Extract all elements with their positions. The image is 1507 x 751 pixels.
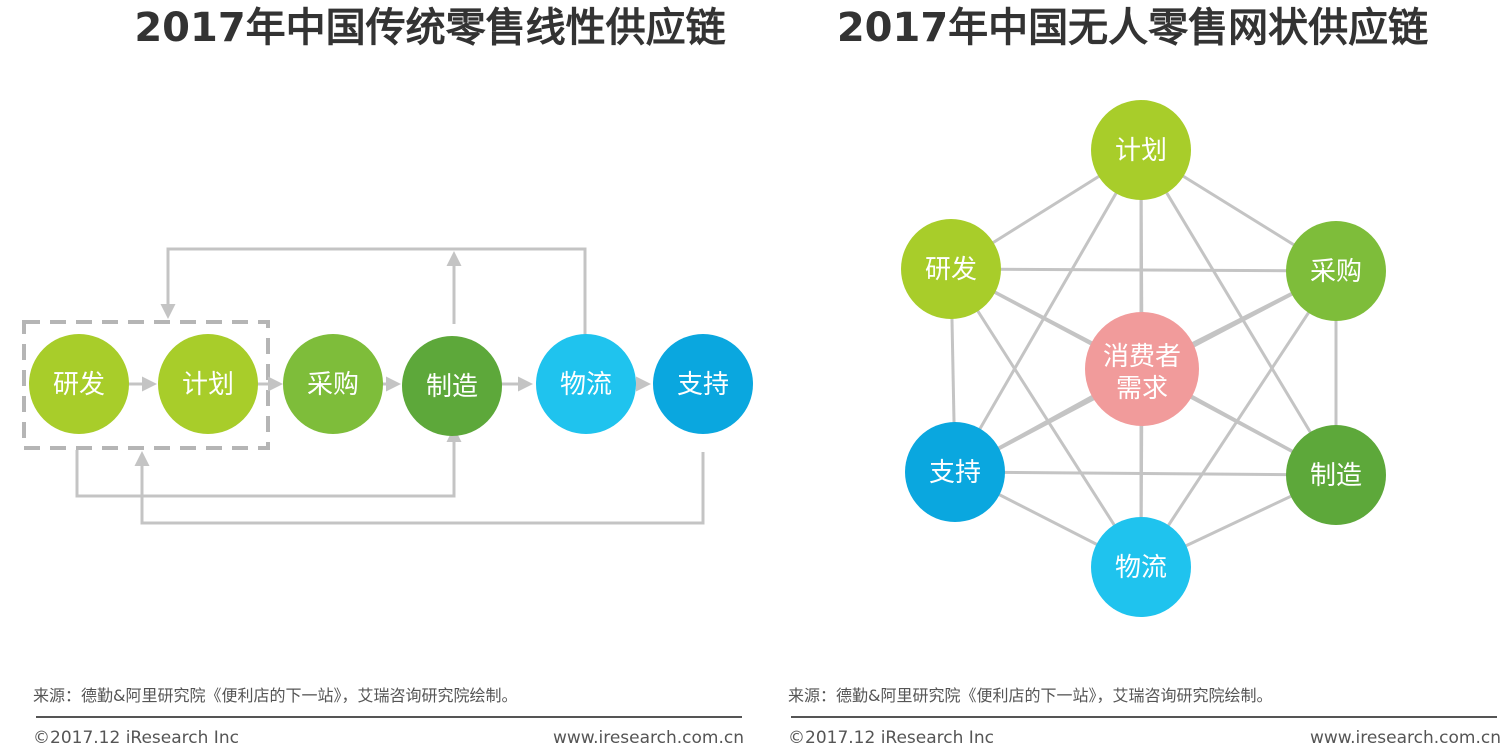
right-source-note: 来源：德勤&阿里研究院《便利店的下一站》，艾瑞咨询研究院绘制。	[788, 686, 1273, 705]
right-node-rd: 研发	[901, 219, 1001, 319]
edge-purchase-logistics	[1139, 270, 1338, 568]
right-node-logistics-circle	[1091, 517, 1191, 617]
left-footer-rule	[36, 716, 742, 718]
left-node-make-label: 制造	[426, 372, 478, 402]
left-node-make-circle	[402, 336, 502, 436]
right-node-make: 制造	[1286, 425, 1386, 525]
left-node-plan-circle	[158, 334, 258, 434]
right-node-plan: 计划	[1091, 100, 1191, 200]
left-website: www.iresearch.com.cn	[552, 728, 744, 748]
consumer-demand-line1: 消费者	[1103, 342, 1181, 372]
right-node-support-label: 支持	[929, 458, 981, 488]
right-node-plan-label: 计划	[1115, 136, 1167, 166]
left-node-rd: 研发	[29, 334, 129, 434]
left-node-logistics: 物流	[536, 334, 636, 434]
left-node-support: 支持	[653, 334, 753, 434]
left-node-plan: 计划	[158, 334, 258, 434]
feedback-rd-to-make	[75, 427, 462, 498]
edge-plan-make	[1139, 149, 1338, 476]
consumer-demand-line2: 需求	[1116, 374, 1168, 404]
right-node-purchase: 采购	[1286, 221, 1386, 321]
left-node-rd-circle	[29, 334, 129, 434]
edge-purchase-rd	[950, 267, 1337, 273]
feedback-logistics-to-plan	[160, 247, 587, 336]
left-node-purchase-label: 采购	[307, 370, 359, 400]
right-node-support: 支持	[905, 422, 1005, 522]
left-node-support-label: 支持	[677, 370, 729, 400]
rd-plan-group-box	[22, 320, 270, 450]
right-node-logistics: 物流	[1091, 517, 1191, 617]
edge-make-support	[954, 470, 1337, 477]
right-node-support-circle	[905, 422, 1005, 522]
feedback-support-to-group	[134, 451, 705, 525]
left-source-note: 来源：德勤&阿里研究院《便利店的下一站》，艾瑞咨询研究院绘制。	[33, 686, 518, 705]
linear-supply-chain: 研发 计划 采购 制造 物流 支持	[22, 247, 753, 525]
left-diagram-title: 2017年中国传统零售线性供应链	[134, 5, 726, 51]
right-node-plan-circle	[1091, 100, 1191, 200]
right-node-make-label: 制造	[1310, 461, 1362, 491]
edge-logistics-rd	[949, 268, 1143, 568]
edge-plan-support	[953, 149, 1143, 473]
left-node-logistics-label: 物流	[560, 370, 612, 400]
right-diagram-title: 2017年中国无人零售网状供应链	[836, 5, 1429, 51]
right-node-make-circle	[1286, 425, 1386, 525]
right-node-logistics-label: 物流	[1115, 553, 1167, 583]
left-node-rd-label: 研发	[53, 370, 105, 400]
right-node-rd-circle	[901, 219, 1001, 319]
left-node-plan-label: 计划	[182, 370, 234, 400]
right-node-purchase-circle	[1286, 221, 1386, 321]
left-node-make: 制造	[402, 336, 502, 436]
right-footer-rule	[791, 716, 1497, 718]
left-node-purchase-circle	[283, 334, 383, 434]
left-node-purchase: 采购	[283, 334, 383, 434]
left-node-support-circle	[653, 334, 753, 434]
left-copyright: ©2017.12 iResearch Inc	[33, 728, 239, 748]
right-website: www.iresearch.com.cn	[1309, 728, 1501, 748]
right-node-consumer-demand-circle	[1085, 312, 1199, 426]
right-node-purchase-label: 采购	[1310, 257, 1362, 287]
right-copyright: ©2017.12 iResearch Inc	[788, 728, 994, 748]
left-node-logistics-circle	[536, 334, 636, 434]
right-node-rd-label: 研发	[925, 255, 977, 285]
